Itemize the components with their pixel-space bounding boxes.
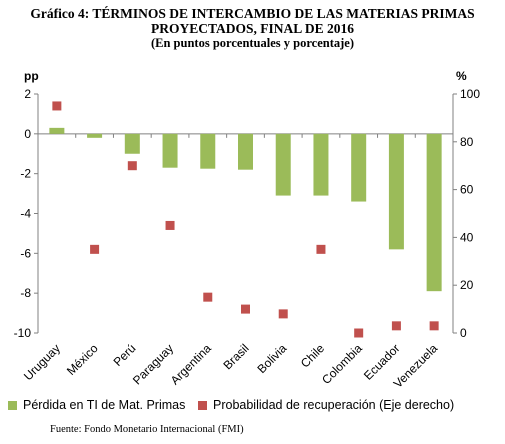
source-note: Fuente: Fondo Monetario Internacional (F… xyxy=(50,424,244,435)
right-axis-unit: % xyxy=(456,69,467,83)
left-tick-label: 0 xyxy=(24,127,31,141)
bar-argentina xyxy=(200,134,215,169)
legend-swatch-points xyxy=(198,401,207,410)
bar-uruguay xyxy=(49,128,64,134)
category-label: Chile xyxy=(298,341,327,370)
point-uruguay xyxy=(52,101,61,110)
right-tick-label: 0 xyxy=(460,326,467,340)
category-label: México xyxy=(64,341,101,378)
bar-brasil xyxy=(238,134,253,170)
left-tick-label: -10 xyxy=(14,326,32,340)
point-chile xyxy=(316,245,325,254)
legend-item-bars: Pérdida en TI de Mat. Primas xyxy=(8,398,185,412)
point-ecuador xyxy=(392,321,401,330)
legend-swatch-bars xyxy=(8,401,17,410)
point-argentina xyxy=(203,293,212,302)
left-tick-label: -4 xyxy=(20,207,31,221)
category-label: Bolivia xyxy=(254,341,289,376)
point-colombia xyxy=(354,329,363,338)
point-paraguay xyxy=(166,221,175,230)
point-perú xyxy=(128,161,137,170)
legend: Pérdida en TI de Mat. Primas Probabilida… xyxy=(0,398,505,418)
bar-méxico xyxy=(87,134,102,138)
bar-chile xyxy=(313,134,328,196)
point-venezuela xyxy=(430,321,439,330)
legend-item-points: Probabilidad de recuperación (Eje derech… xyxy=(198,398,454,412)
right-tick-label: 100 xyxy=(460,87,480,101)
category-label: Uruguay xyxy=(21,341,63,383)
right-tick-label: 80 xyxy=(460,135,474,149)
bar-paraguay xyxy=(163,134,178,168)
category-label: Colombia xyxy=(319,341,365,387)
point-brasil xyxy=(241,305,250,314)
bar-ecuador xyxy=(389,134,404,250)
category-label: Brasil xyxy=(220,341,251,372)
left-tick-label: -6 xyxy=(20,246,31,260)
category-label: Argentina xyxy=(168,341,214,387)
left-tick-label: -8 xyxy=(20,286,31,300)
left-tick-label: 2 xyxy=(24,87,31,101)
right-tick-label: 20 xyxy=(460,278,474,292)
left-tick-label: -2 xyxy=(20,167,31,181)
legend-label-points: Probabilidad de recuperación (Eje derech… xyxy=(213,398,454,412)
right-tick-label: 60 xyxy=(460,183,474,197)
bar-series xyxy=(49,128,441,291)
bar-perú xyxy=(125,134,140,154)
point-bolivia xyxy=(279,309,288,318)
bar-bolivia xyxy=(276,134,291,196)
category-label: Perú xyxy=(111,341,139,369)
bar-colombia xyxy=(351,134,366,202)
right-tick-label: 40 xyxy=(460,230,474,244)
left-axis-unit: pp xyxy=(24,69,39,83)
legend-label-bars: Pérdida en TI de Mat. Primas xyxy=(23,398,185,412)
bar-venezuela xyxy=(427,134,442,291)
point-méxico xyxy=(90,245,99,254)
